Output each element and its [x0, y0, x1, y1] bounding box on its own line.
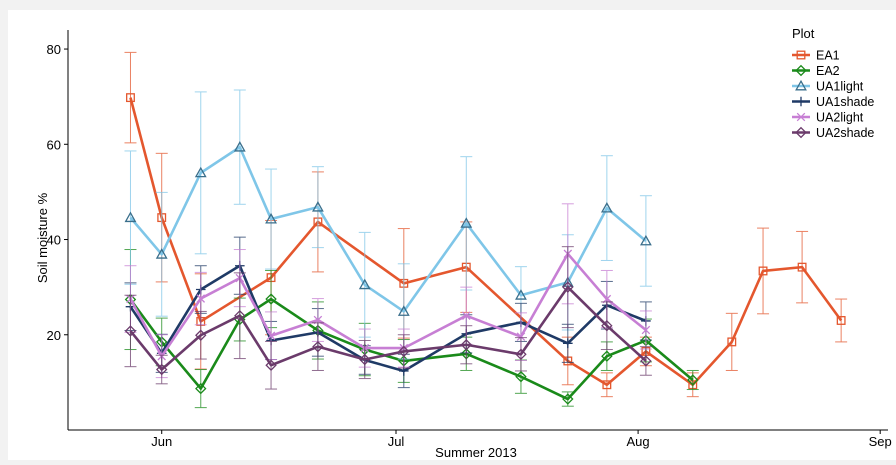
- data-point-marker: [397, 305, 410, 316]
- data-point-marker: [601, 319, 613, 332]
- data-point-marker: [265, 212, 277, 224]
- data-point-marker: [234, 309, 246, 322]
- legend-item: EA1: [792, 49, 840, 63]
- data-point-marker: [233, 141, 246, 152]
- data-point-marker: [515, 370, 527, 383]
- data-point-marker: [124, 325, 137, 337]
- data-point-marker: [265, 293, 277, 305]
- legend-item: UA2light: [792, 111, 864, 125]
- x-tick-label: Aug: [627, 434, 650, 449]
- data-point-marker: [311, 201, 324, 212]
- data-point-marker: [795, 126, 807, 139]
- data-point-marker: [516, 332, 526, 341]
- data-point-marker: [194, 166, 207, 178]
- data-point-marker: [796, 50, 806, 60]
- data-point-marker: [155, 248, 168, 259]
- data-point-marker: [515, 348, 527, 361]
- data-point-marker: [639, 234, 652, 246]
- y-tick-label: 20: [47, 328, 61, 343]
- data-point-marker: [758, 266, 768, 276]
- x-tick-label: Sep: [869, 434, 892, 449]
- series-line: [129, 285, 647, 371]
- data-point-marker: [641, 325, 651, 335]
- y-tick-label: 60: [47, 137, 61, 152]
- data-point-marker: [640, 355, 652, 367]
- data-point-marker: [359, 353, 371, 366]
- series-layer: [124, 51, 848, 409]
- data-point-marker: [796, 112, 806, 122]
- x-tick-label: Jun: [151, 434, 172, 449]
- legend-label: EA1: [816, 49, 840, 63]
- data-point-marker: [460, 217, 473, 228]
- x-axis-label: Summer 2013: [435, 445, 517, 460]
- data-point-marker: [460, 339, 473, 351]
- data-point-marker: [601, 350, 613, 362]
- data-point-marker: [727, 337, 737, 347]
- legend-label: UA1light: [816, 80, 864, 94]
- y-tick-label: 40: [47, 233, 61, 248]
- data-point-marker: [795, 64, 807, 77]
- data-point-marker: [312, 340, 324, 353]
- legend-item: UA1shade: [792, 95, 874, 109]
- data-point-marker: [265, 359, 277, 371]
- data-point-marker: [687, 374, 699, 386]
- legend-item: UA1light: [792, 80, 864, 94]
- data-point-marker: [795, 79, 807, 91]
- data-point-marker: [797, 262, 807, 272]
- data-point-marker: [196, 294, 206, 303]
- y-tick-label: 80: [47, 42, 61, 57]
- data-point-marker: [195, 382, 207, 395]
- data-point-marker: [563, 338, 573, 349]
- data-point-marker: [124, 211, 137, 223]
- data-point-marker: [126, 93, 135, 103]
- legend-title: Plot: [792, 26, 815, 41]
- data-point-marker: [562, 281, 574, 293]
- legend-label: UA1shade: [816, 95, 874, 109]
- legend-label: UA2light: [816, 111, 864, 125]
- legend-label: EA2: [816, 64, 840, 78]
- data-point-marker: [836, 316, 846, 325]
- legend-item: EA2: [792, 64, 840, 78]
- data-point-marker: [600, 201, 613, 213]
- data-point-marker: [195, 329, 207, 341]
- x-tick-label: Jul: [388, 434, 405, 449]
- data-point-marker: [398, 345, 410, 358]
- y-axis-label: Soil moisture %: [35, 192, 50, 283]
- data-point-marker: [602, 380, 612, 390]
- series-ua2shade: [124, 246, 652, 390]
- data-point-marker: [796, 96, 806, 107]
- data-point-marker: [462, 311, 471, 320]
- axes: 20 40 60 80 Jun Jul Aug Sep: [47, 30, 892, 449]
- data-point-marker: [155, 363, 168, 376]
- legend-item: UA2shade: [792, 126, 874, 140]
- data-point-marker: [562, 393, 574, 405]
- data-point-marker: [515, 289, 527, 300]
- legend-label: UA2shade: [816, 126, 874, 140]
- data-point-marker: [358, 278, 371, 290]
- plot-background: [8, 10, 896, 460]
- data-point-marker: [266, 331, 276, 340]
